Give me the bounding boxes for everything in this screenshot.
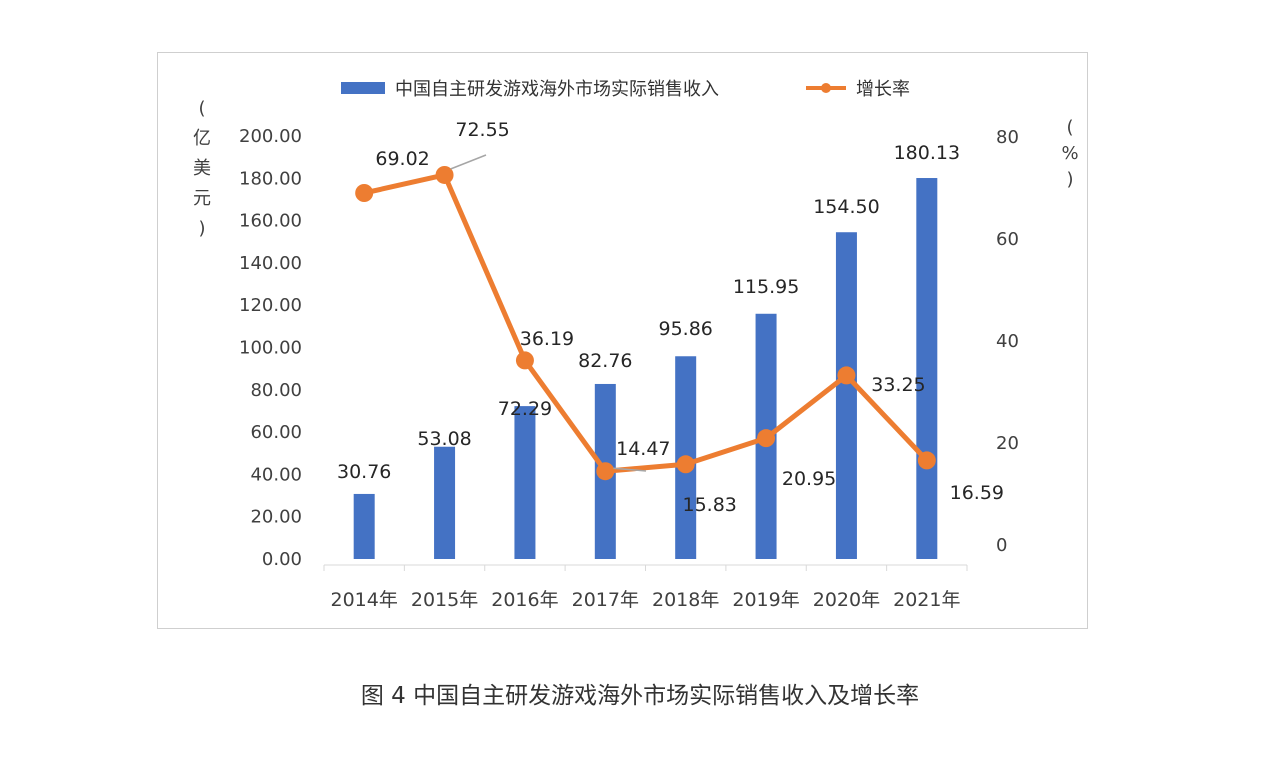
- line-data-label: 36.19: [520, 328, 574, 350]
- line-data-label: 72.55: [455, 119, 509, 141]
- bar: [514, 406, 536, 559]
- y-right-unit-char: (: [1066, 117, 1073, 138]
- y-right-tick-label: 80: [996, 127, 1019, 148]
- y-left-tick-label: 40.00: [250, 464, 302, 485]
- bar-data-label: 154.50: [813, 196, 879, 218]
- x-tick-label: 2020年: [813, 589, 880, 611]
- growth-line: [363, 172, 929, 474]
- y-left-tick-label: 0.00: [262, 549, 302, 570]
- figure-caption: 图 4 中国自主研发游戏海外市场实际销售收入及增长率: [360, 683, 920, 709]
- line-data-label: 16.59: [950, 482, 1004, 504]
- growth-marker: [515, 351, 534, 370]
- y-left-tick-label: 60.00: [250, 422, 302, 443]
- leader-line: [613, 467, 647, 472]
- x-tick-label: 2019年: [732, 589, 799, 611]
- x-tick-label: 2016年: [491, 589, 558, 611]
- growth-marker: [757, 429, 776, 448]
- y-left-tick-label: 100.00: [239, 338, 302, 359]
- y-left-unit-char: 亿: [193, 128, 211, 149]
- bar-data-label: 95.86: [658, 318, 712, 340]
- x-tick-label: 2017年: [572, 589, 639, 611]
- growth-marker: [355, 183, 374, 202]
- y-left-unit-char: 元: [193, 188, 211, 209]
- y-left-unit-char: 美: [193, 158, 211, 179]
- legend-bar-label: 中国自主研发游戏海外市场实际销售收入: [395, 79, 719, 100]
- bar: [353, 493, 375, 559]
- y-right-tick-label: 20: [996, 433, 1019, 454]
- legend-line-label: 增长率: [856, 79, 910, 100]
- y-right-tick-label: 0: [996, 535, 1007, 556]
- legend-line-marker: [821, 83, 831, 93]
- y-left-tick-label: 200.00: [239, 126, 302, 147]
- chart-frame: 中国自主研发游戏海外市场实际销售收入 增长率 0.00 20.00 40.00 60.00…: [157, 52, 1088, 629]
- y-left-unit-char: (: [198, 98, 205, 119]
- bar-data-label: 30.76: [337, 461, 391, 483]
- line-data-label: 14.47: [616, 438, 670, 460]
- bar-data-label: 72.29: [498, 398, 552, 420]
- x-tick-label: 2015年: [411, 589, 478, 611]
- y-right-tick-label: 40: [996, 331, 1019, 352]
- line-data-label: 33.25: [871, 374, 925, 396]
- line-data-label: 69.02: [375, 148, 429, 170]
- y-right-unit-char: ): [1066, 169, 1073, 190]
- y-left-tick-label: 120.00: [239, 295, 302, 316]
- y-right-unit-char: %: [1061, 143, 1078, 164]
- legend-bar-swatch: [341, 82, 385, 94]
- growth-marker: [596, 462, 615, 481]
- bar-data-label: 115.95: [733, 276, 799, 298]
- line-data-label: 20.95: [782, 468, 836, 490]
- x-tick-label: 2014年: [331, 589, 398, 611]
- bar: [916, 178, 938, 559]
- bar-data-label: 180.13: [894, 142, 960, 164]
- combo-chart: 中国自主研发游戏海外市场实际销售收入 增长率 0.00 20.00 40.00 60.00…: [193, 79, 1079, 611]
- y-right-tick-label: 60: [996, 229, 1019, 250]
- y-left-tick-label: 20.00: [250, 507, 302, 528]
- bar: [835, 232, 857, 560]
- bar-data-label: 53.08: [417, 428, 471, 450]
- line-data-label: 15.83: [682, 494, 736, 516]
- growth-marker: [837, 366, 856, 385]
- x-tick-label: 2021年: [893, 589, 960, 611]
- y-left-tick-label: 140.00: [239, 253, 302, 274]
- bar-data-label: 82.76: [578, 350, 632, 372]
- growth-marker: [435, 165, 454, 184]
- growth-marker: [676, 455, 695, 474]
- y-left-tick-label: 180.00: [239, 168, 302, 189]
- leader-line: [450, 154, 487, 170]
- y-left-tick-label: 80.00: [250, 380, 302, 401]
- y-left-tick-label: 160.00: [239, 211, 302, 232]
- x-tick-label: 2018年: [652, 589, 719, 611]
- bar: [434, 446, 456, 559]
- y-left-unit-char: ): [198, 218, 205, 239]
- growth-marker: [917, 451, 936, 470]
